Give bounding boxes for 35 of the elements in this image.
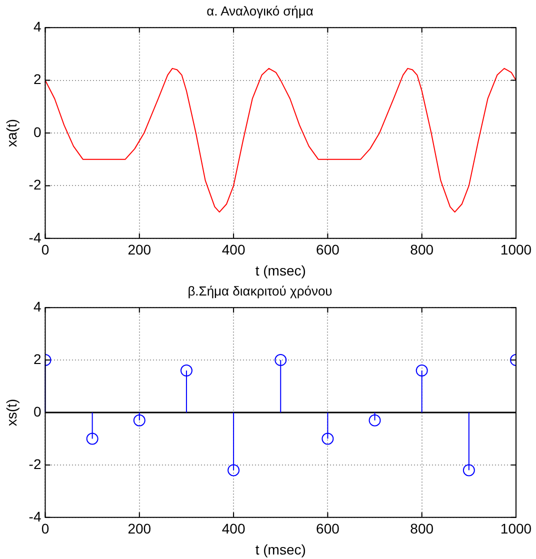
x-axis-title: t (msec) [255, 541, 306, 558]
chart-title: α. Αναλογικό σήμα [206, 3, 314, 18]
x-tick-label: 200 [128, 242, 152, 258]
point [368, 414, 381, 426]
point [416, 364, 428, 377]
x-tick-label: 800 [410, 242, 434, 258]
y-tick-label: -2 [28, 456, 42, 472]
y-tick-label: 2 [33, 71, 42, 88]
x-tick-label: 400 [222, 242, 246, 258]
y-tick-label: -2 [28, 176, 42, 193]
point [133, 414, 146, 426]
x-axis-title: t (msec) [255, 262, 306, 278]
y-tick-label: 0 [33, 124, 42, 140]
y-tick-label: 0 [33, 403, 42, 420]
chart-title: β.Σήμα διακριτού χρόνου [188, 283, 332, 298]
point [86, 432, 98, 445]
x-tick-label: 600 [316, 520, 340, 537]
point [228, 464, 240, 476]
x-tick-label: 800 [410, 520, 434, 537]
x-tick-label: 200 [128, 520, 152, 537]
y-tick-label: 2 [33, 350, 42, 367]
point [322, 432, 334, 445]
x-tick-label: 1000 [500, 520, 532, 537]
point [180, 364, 192, 377]
x-tick-label: 600 [316, 242, 340, 258]
y-tick-label: -4 [28, 508, 42, 524]
y-axis-title: xs(t) [3, 398, 20, 426]
y-tick-label: 4 [33, 298, 42, 314]
y-tick-label: 4 [33, 18, 42, 34]
point [274, 354, 287, 366]
point [462, 464, 475, 476]
x-tick-label: 400 [222, 520, 246, 537]
x-tick-label: 1000 [500, 242, 532, 258]
y-axis-title: xa(t) [3, 119, 20, 147]
y-tick-label: -4 [28, 229, 42, 246]
